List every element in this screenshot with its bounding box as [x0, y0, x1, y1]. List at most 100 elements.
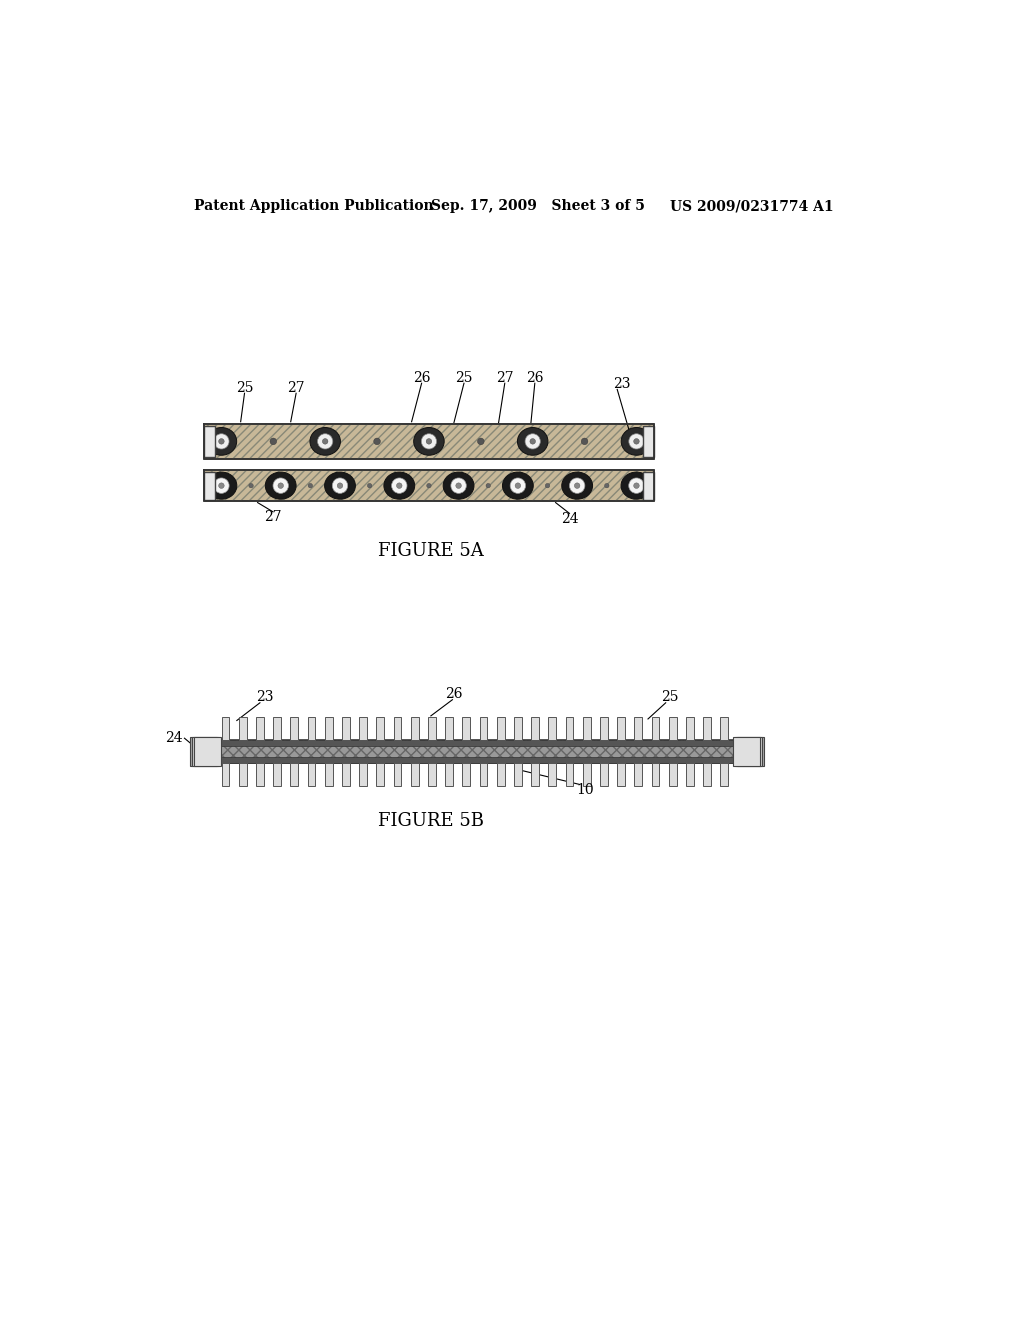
Circle shape	[278, 483, 284, 488]
Circle shape	[219, 438, 224, 444]
Polygon shape	[273, 717, 281, 739]
Polygon shape	[239, 717, 247, 739]
Polygon shape	[514, 763, 522, 785]
Polygon shape	[463, 717, 470, 739]
Circle shape	[515, 483, 520, 488]
Polygon shape	[359, 763, 367, 785]
Polygon shape	[549, 717, 556, 739]
Polygon shape	[497, 717, 505, 739]
Text: 25: 25	[236, 381, 253, 395]
Ellipse shape	[629, 478, 644, 494]
Ellipse shape	[384, 473, 415, 499]
Ellipse shape	[562, 473, 593, 499]
Circle shape	[456, 483, 462, 488]
Text: 10: 10	[577, 783, 594, 797]
Polygon shape	[600, 763, 608, 785]
Text: 27: 27	[264, 511, 282, 524]
Polygon shape	[221, 763, 229, 785]
Polygon shape	[735, 737, 762, 766]
Polygon shape	[204, 471, 215, 499]
Ellipse shape	[325, 473, 355, 499]
Text: 26: 26	[445, 688, 463, 701]
Text: 26: 26	[413, 371, 430, 385]
Polygon shape	[479, 717, 487, 739]
Circle shape	[308, 483, 312, 488]
Circle shape	[374, 438, 380, 445]
Circle shape	[634, 438, 639, 444]
Circle shape	[249, 483, 253, 488]
Ellipse shape	[510, 478, 525, 494]
Ellipse shape	[265, 473, 296, 499]
Polygon shape	[307, 717, 315, 739]
Polygon shape	[686, 717, 693, 739]
Ellipse shape	[451, 478, 466, 494]
Polygon shape	[531, 717, 539, 739]
Polygon shape	[325, 717, 333, 739]
Polygon shape	[189, 737, 217, 766]
Circle shape	[634, 483, 639, 488]
Polygon shape	[721, 717, 728, 739]
Circle shape	[219, 483, 224, 488]
Polygon shape	[445, 763, 453, 785]
Ellipse shape	[414, 428, 444, 455]
Circle shape	[604, 483, 609, 488]
Circle shape	[574, 483, 580, 488]
Polygon shape	[256, 717, 264, 739]
Polygon shape	[737, 737, 764, 766]
Circle shape	[396, 483, 402, 488]
Circle shape	[368, 483, 372, 488]
Polygon shape	[377, 763, 384, 785]
Polygon shape	[617, 763, 625, 785]
Polygon shape	[239, 763, 247, 785]
Polygon shape	[514, 717, 522, 739]
Text: 24: 24	[561, 512, 579, 525]
Ellipse shape	[273, 478, 289, 494]
Polygon shape	[428, 763, 436, 785]
Polygon shape	[651, 763, 659, 785]
Circle shape	[337, 483, 343, 488]
Text: 25: 25	[456, 371, 473, 385]
Circle shape	[486, 483, 490, 488]
Polygon shape	[463, 763, 470, 785]
Polygon shape	[204, 470, 654, 502]
Polygon shape	[565, 717, 573, 739]
Polygon shape	[256, 763, 264, 785]
Circle shape	[546, 483, 550, 488]
Ellipse shape	[569, 478, 585, 494]
Text: FIGURE 5B: FIGURE 5B	[378, 812, 484, 829]
Polygon shape	[307, 763, 315, 785]
Polygon shape	[497, 763, 505, 785]
Polygon shape	[531, 763, 539, 785]
Text: 26: 26	[526, 371, 544, 385]
Ellipse shape	[525, 434, 541, 449]
Ellipse shape	[206, 473, 237, 499]
Text: Patent Application Publication: Patent Application Publication	[194, 199, 433, 213]
Polygon shape	[643, 425, 654, 457]
Ellipse shape	[317, 434, 333, 449]
Ellipse shape	[503, 473, 534, 499]
Polygon shape	[411, 763, 419, 785]
Polygon shape	[479, 763, 487, 785]
Polygon shape	[635, 763, 642, 785]
Polygon shape	[342, 763, 350, 785]
Polygon shape	[703, 717, 711, 739]
Polygon shape	[325, 763, 333, 785]
Polygon shape	[204, 425, 215, 457]
Circle shape	[582, 438, 588, 445]
Text: US 2009/0231774 A1: US 2009/0231774 A1	[670, 199, 834, 213]
Polygon shape	[635, 717, 642, 739]
Text: 25: 25	[660, 690, 678, 705]
Ellipse shape	[391, 478, 407, 494]
Polygon shape	[219, 739, 735, 746]
Polygon shape	[583, 717, 591, 739]
Polygon shape	[669, 763, 677, 785]
Polygon shape	[291, 763, 298, 785]
Ellipse shape	[214, 478, 229, 494]
Ellipse shape	[517, 428, 548, 455]
Polygon shape	[204, 424, 654, 459]
Circle shape	[270, 438, 276, 445]
Polygon shape	[393, 763, 401, 785]
Ellipse shape	[214, 434, 229, 449]
Polygon shape	[549, 763, 556, 785]
Polygon shape	[600, 717, 608, 739]
